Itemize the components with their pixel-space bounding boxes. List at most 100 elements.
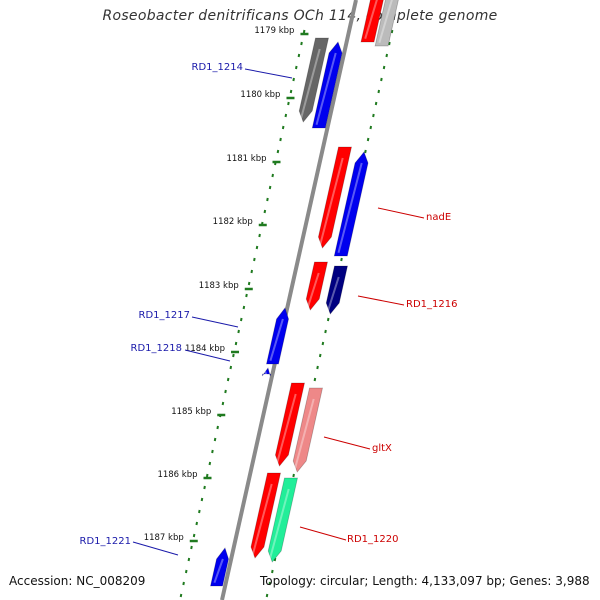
outer-tick — [324, 329, 327, 334]
inner-tick — [268, 185, 272, 190]
inner-tick — [179, 593, 183, 598]
gene-label: RD1_1217 — [139, 310, 190, 321]
inner-tick — [287, 101, 290, 106]
inner-tick — [213, 437, 217, 442]
gene-label-leader — [377, 207, 425, 219]
inner-tick — [279, 137, 282, 142]
gene-label-leader — [244, 68, 293, 79]
outer-tick — [265, 593, 269, 598]
gene-labels: RD1_1214 nadE RD1_1216 RD1_1217 RD1_1218 gltX… — [80, 62, 457, 556]
gene-feature — [360, 0, 384, 43]
gene-highlight — [307, 272, 320, 308]
outer-tick — [268, 581, 271, 586]
inner-tick — [226, 377, 230, 382]
inner-tick — [255, 245, 259, 250]
inner-tick — [250, 269, 254, 274]
ruler-label: 1185 kbp — [171, 407, 211, 417]
genome-backbone — [220, 0, 358, 600]
inner-tick — [205, 473, 209, 478]
inner-tick — [242, 305, 246, 310]
outer-tick — [318, 353, 322, 358]
inner-tick — [211, 449, 214, 454]
inner-tick — [232, 353, 235, 358]
inner-tick — [229, 365, 233, 370]
outer-tick — [380, 77, 383, 82]
gene-label-leader — [132, 541, 179, 556]
inner-tick — [208, 461, 212, 466]
gene-feature — [333, 151, 369, 257]
inner-tick — [187, 557, 191, 562]
outer-tick — [369, 125, 373, 130]
genome-summary-text: Topology: circular; Length: 4,133,097 bp… — [260, 574, 590, 588]
gene-label: RD1_1216 — [406, 299, 457, 310]
gene-label: gltX — [372, 443, 392, 454]
inner-tick — [203, 485, 206, 490]
gene-label: RD1_1214 — [192, 62, 243, 73]
outer-tick — [382, 65, 386, 70]
outer-tick — [313, 377, 317, 382]
outer-tick — [316, 365, 319, 370]
coordinate-ruler: 1179 kbp 1180 kbp 1181 kbp 1182 kbp 1183 kbp… — [144, 26, 309, 543]
gene-feature — [250, 472, 281, 559]
gene-highlight — [276, 393, 297, 463]
inner-tick — [200, 497, 204, 502]
outer-tick — [364, 149, 367, 154]
genome-title: Roseobacter denitrificans OCh 114, compl… — [102, 8, 498, 24]
inner-tick — [289, 89, 293, 94]
accession-text: Accession: NC_008209 — [9, 574, 146, 588]
gene-feature — [305, 261, 328, 311]
gene-feature — [311, 41, 343, 129]
inner-tick — [300, 41, 303, 46]
outer-tick — [340, 257, 343, 262]
gene-highlight — [213, 558, 224, 584]
ruler-label: 1182 kbp — [213, 217, 253, 227]
inner-tick — [284, 113, 288, 118]
gene-label-leader — [299, 526, 347, 541]
gene-label: nadE — [426, 212, 451, 223]
inner-tick — [295, 65, 298, 70]
inner-tick — [198, 509, 201, 514]
inner-tick — [224, 389, 227, 394]
gene-highlight — [319, 157, 344, 245]
outer-tick — [326, 317, 330, 322]
gene-highlight — [264, 371, 268, 377]
inner-tick — [234, 341, 238, 346]
outer-tick — [385, 53, 389, 58]
inner-tick — [266, 197, 269, 202]
outer-tick — [374, 101, 378, 106]
gene-label-leader — [191, 316, 239, 328]
inner-tick — [237, 329, 240, 334]
gene-highlight — [269, 488, 290, 559]
inner-tick — [297, 53, 301, 58]
gene-feature — [265, 307, 289, 365]
inner-tick — [247, 281, 251, 286]
inner-tick — [216, 425, 219, 430]
ruler-label: 1179 kbp — [254, 26, 294, 36]
inner-tick — [192, 533, 196, 538]
gene-feature — [292, 387, 323, 473]
outer-tick — [271, 569, 274, 574]
inner-tick — [184, 569, 188, 574]
gene-highlight — [337, 162, 363, 253]
inner-tick — [263, 209, 267, 214]
inner-tick — [221, 401, 225, 406]
outer-tick — [321, 341, 325, 346]
gene-label: RD1_1218 — [131, 343, 182, 354]
gene-highlight — [269, 318, 284, 361]
outer-tick — [292, 473, 295, 478]
gene-label: RD1_1220 — [347, 534, 398, 545]
gene-feature — [210, 547, 229, 587]
gene-feature — [317, 146, 352, 249]
gene-feature — [374, 0, 399, 47]
gene-highlight — [251, 483, 273, 555]
outer-tick — [366, 137, 370, 142]
gene-label-leader — [357, 295, 405, 306]
gene-label-leader — [323, 436, 371, 450]
inner-tick — [302, 29, 306, 34]
gene-label: RD1_1221 — [80, 536, 131, 547]
outer-tick — [388, 41, 391, 46]
outer-tick — [390, 29, 394, 34]
gene-feature — [261, 367, 272, 377]
ruler-label: 1181 kbp — [226, 154, 266, 164]
